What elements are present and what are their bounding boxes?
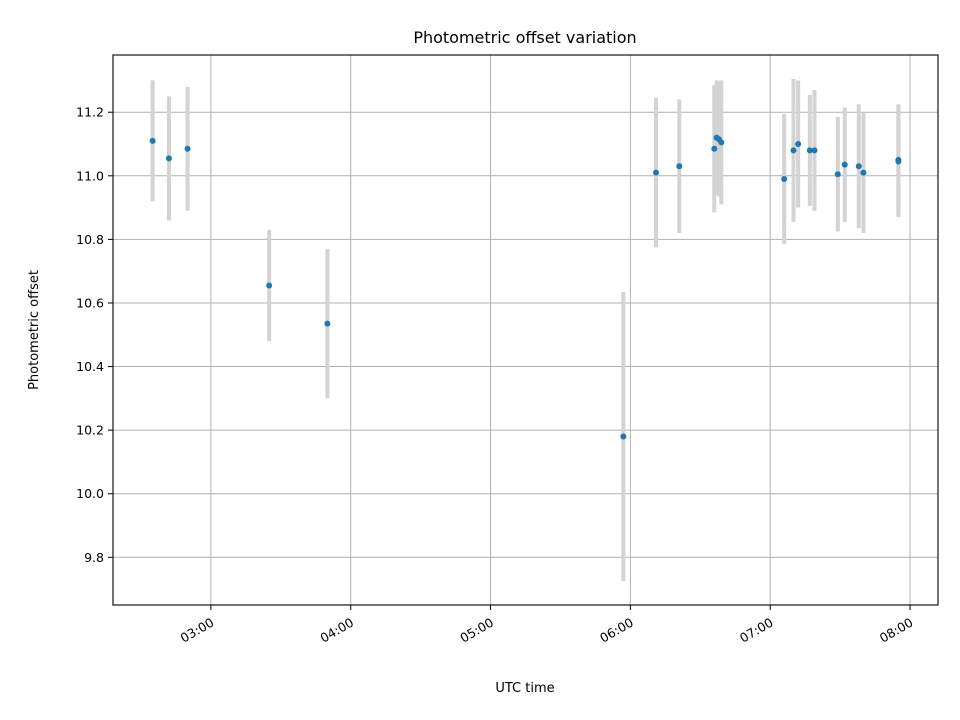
- data-point: [834, 171, 841, 178]
- y-tick-label: 10.8: [76, 232, 104, 247]
- grid-lines: [113, 55, 938, 605]
- y-tick-label: 11.2: [76, 105, 104, 120]
- y-tick-label: 10.2: [76, 423, 104, 438]
- data-point: [324, 320, 331, 327]
- x-tick-label: 07:00: [737, 615, 776, 646]
- data-point: [184, 145, 191, 152]
- data-point: [711, 145, 718, 152]
- data-point: [860, 169, 867, 176]
- y-tick-label: 10.4: [76, 359, 104, 374]
- y-tick-label: 10.6: [76, 295, 104, 310]
- data-point: [781, 175, 788, 182]
- data-points: [149, 134, 902, 440]
- data-point: [718, 139, 725, 146]
- y-axis-label: Photometric offset: [27, 270, 42, 390]
- data-point: [841, 161, 848, 168]
- y-tick-label: 11.0: [76, 168, 104, 183]
- y-tick-label: 9.8: [84, 550, 104, 565]
- y-tick-label: 10.0: [76, 486, 104, 501]
- data-point: [266, 282, 273, 289]
- data-point: [653, 169, 660, 176]
- data-point: [620, 433, 627, 440]
- x-axis-label: UTC time: [495, 681, 554, 696]
- data-point: [855, 163, 862, 170]
- error-bars: [150, 78, 901, 582]
- x-tick-label: 04:00: [318, 615, 357, 646]
- y-axis-ticks: 9.8 10.0 10.2 10.4 10.6 10.8 11.0 11.2: [76, 105, 113, 565]
- data-point: [795, 141, 802, 148]
- data-point: [149, 137, 156, 144]
- data-point: [895, 158, 902, 165]
- data-point: [790, 147, 797, 154]
- x-tick-label: 08:00: [877, 615, 916, 646]
- data-point: [806, 147, 813, 154]
- plot-frame: [112, 54, 939, 606]
- data-point: [676, 163, 683, 170]
- chart-title: Photometric offset variation: [413, 28, 636, 47]
- x-tick-label: 05:00: [457, 615, 496, 646]
- x-tick-label: 03:00: [178, 615, 217, 646]
- x-axis-ticks: 03:00 04:00 05:00 06:00 07:00 08:00: [178, 605, 916, 646]
- data-point: [165, 155, 172, 162]
- data-point: [811, 147, 818, 154]
- x-tick-label: 06:00: [597, 615, 636, 646]
